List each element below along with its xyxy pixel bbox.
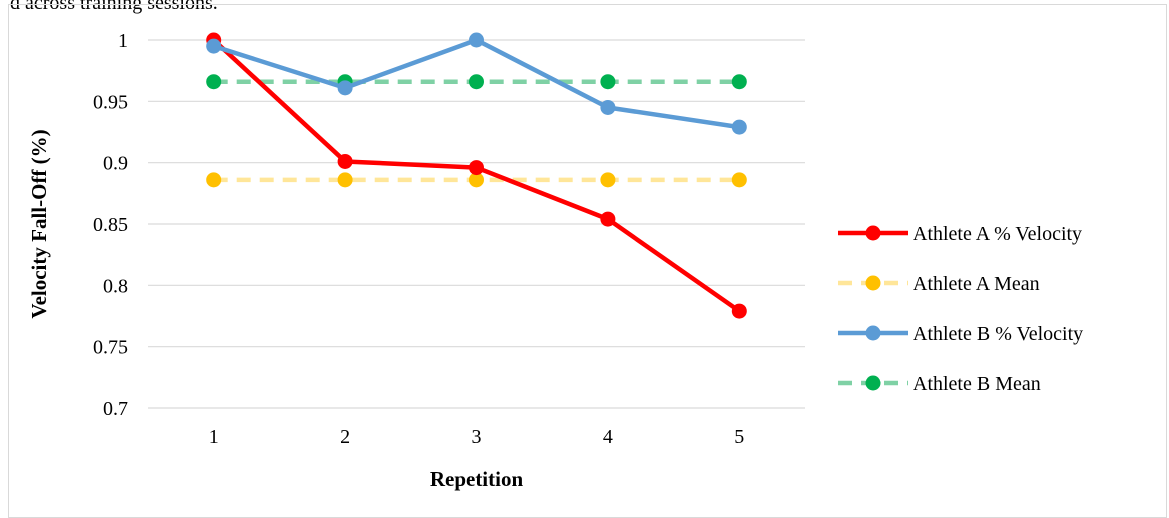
data-point [600, 99, 616, 115]
data-point [731, 172, 747, 188]
data-point [731, 303, 747, 319]
legend-label: Athlete A % Velocity [913, 223, 1082, 245]
x-tick-label: 1 [209, 426, 219, 448]
y-tick-label: 0.95 [93, 91, 128, 113]
data-point [337, 172, 353, 188]
y-tick-label: 0.75 [93, 337, 128, 359]
caption-fragment: d across training sessions. [10, 0, 218, 14]
legend-swatch-marker [865, 325, 881, 341]
y-tick-label: 0.9 [103, 153, 128, 175]
data-point [469, 160, 484, 176]
x-tick-label: 5 [734, 426, 744, 448]
y-axis-ticks: 0.7 0.75 0.8 0.85 0.9 0.95 1 [93, 30, 128, 420]
legend-swatch-marker [865, 375, 881, 391]
legend-label: Athlete B % Velocity [913, 323, 1083, 345]
x-tick-label: 2 [340, 426, 350, 448]
x-axis-title: Repetition [430, 467, 524, 491]
y-tick-label: 0.85 [93, 214, 128, 236]
data-point [337, 80, 353, 96]
data-point [469, 74, 484, 90]
data-point [600, 74, 616, 90]
legend-swatch-marker [865, 225, 881, 241]
y-tick-label: 0.7 [103, 398, 128, 420]
gridlines [148, 39, 805, 409]
y-tick-label: 0.8 [103, 275, 128, 297]
data-point [600, 211, 616, 227]
x-tick-label: 4 [603, 426, 613, 448]
y-axis-title: Velocity Fall-Off (%) [27, 129, 51, 318]
data-point [206, 74, 222, 90]
data-point [337, 153, 353, 169]
x-tick-label: 3 [472, 426, 482, 448]
data-point [600, 172, 616, 188]
legend: Athlete A % Velocity Athlete A Mean Athlet… [838, 223, 1083, 395]
data-point [206, 172, 222, 188]
data-point [469, 172, 484, 188]
series-group [206, 32, 747, 319]
data-point [206, 38, 222, 54]
y-tick-label: 1 [118, 30, 128, 52]
data-point [469, 32, 484, 48]
legend-label: Athlete A Mean [913, 273, 1040, 295]
legend-swatch-marker [865, 275, 881, 291]
x-axis-ticks: 1 2 3 4 5 [209, 426, 745, 448]
data-point [731, 119, 747, 135]
legend-label: Athlete B Mean [913, 373, 1041, 395]
data-point [731, 74, 747, 90]
